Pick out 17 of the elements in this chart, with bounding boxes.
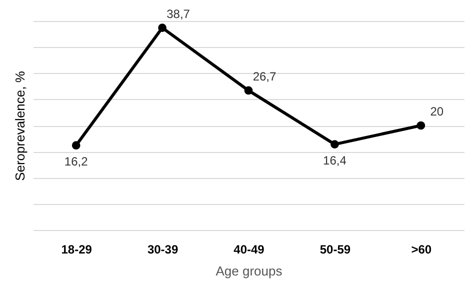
data-label: 16,2 <box>64 154 88 168</box>
point <box>72 141 80 150</box>
point <box>330 140 339 148</box>
x-tick-label: 30-39 <box>147 242 178 256</box>
data-label: 20 <box>430 104 444 118</box>
x-tick-label: >60 <box>411 242 432 256</box>
data-label: 26,7 <box>252 69 276 84</box>
x-tick-label: 50-59 <box>320 242 351 256</box>
point <box>244 86 253 95</box>
x-axis-title: Age groups <box>216 264 283 278</box>
point <box>416 121 426 130</box>
x-tick-label: 18-29 <box>61 242 92 256</box>
data-label: 16,4 <box>323 153 347 168</box>
x-tick-label: 40-49 <box>234 242 265 256</box>
y-axis-title: Seroprevalence, % <box>12 70 28 181</box>
data-label: 38,7 <box>166 6 190 21</box>
point <box>158 24 166 32</box>
